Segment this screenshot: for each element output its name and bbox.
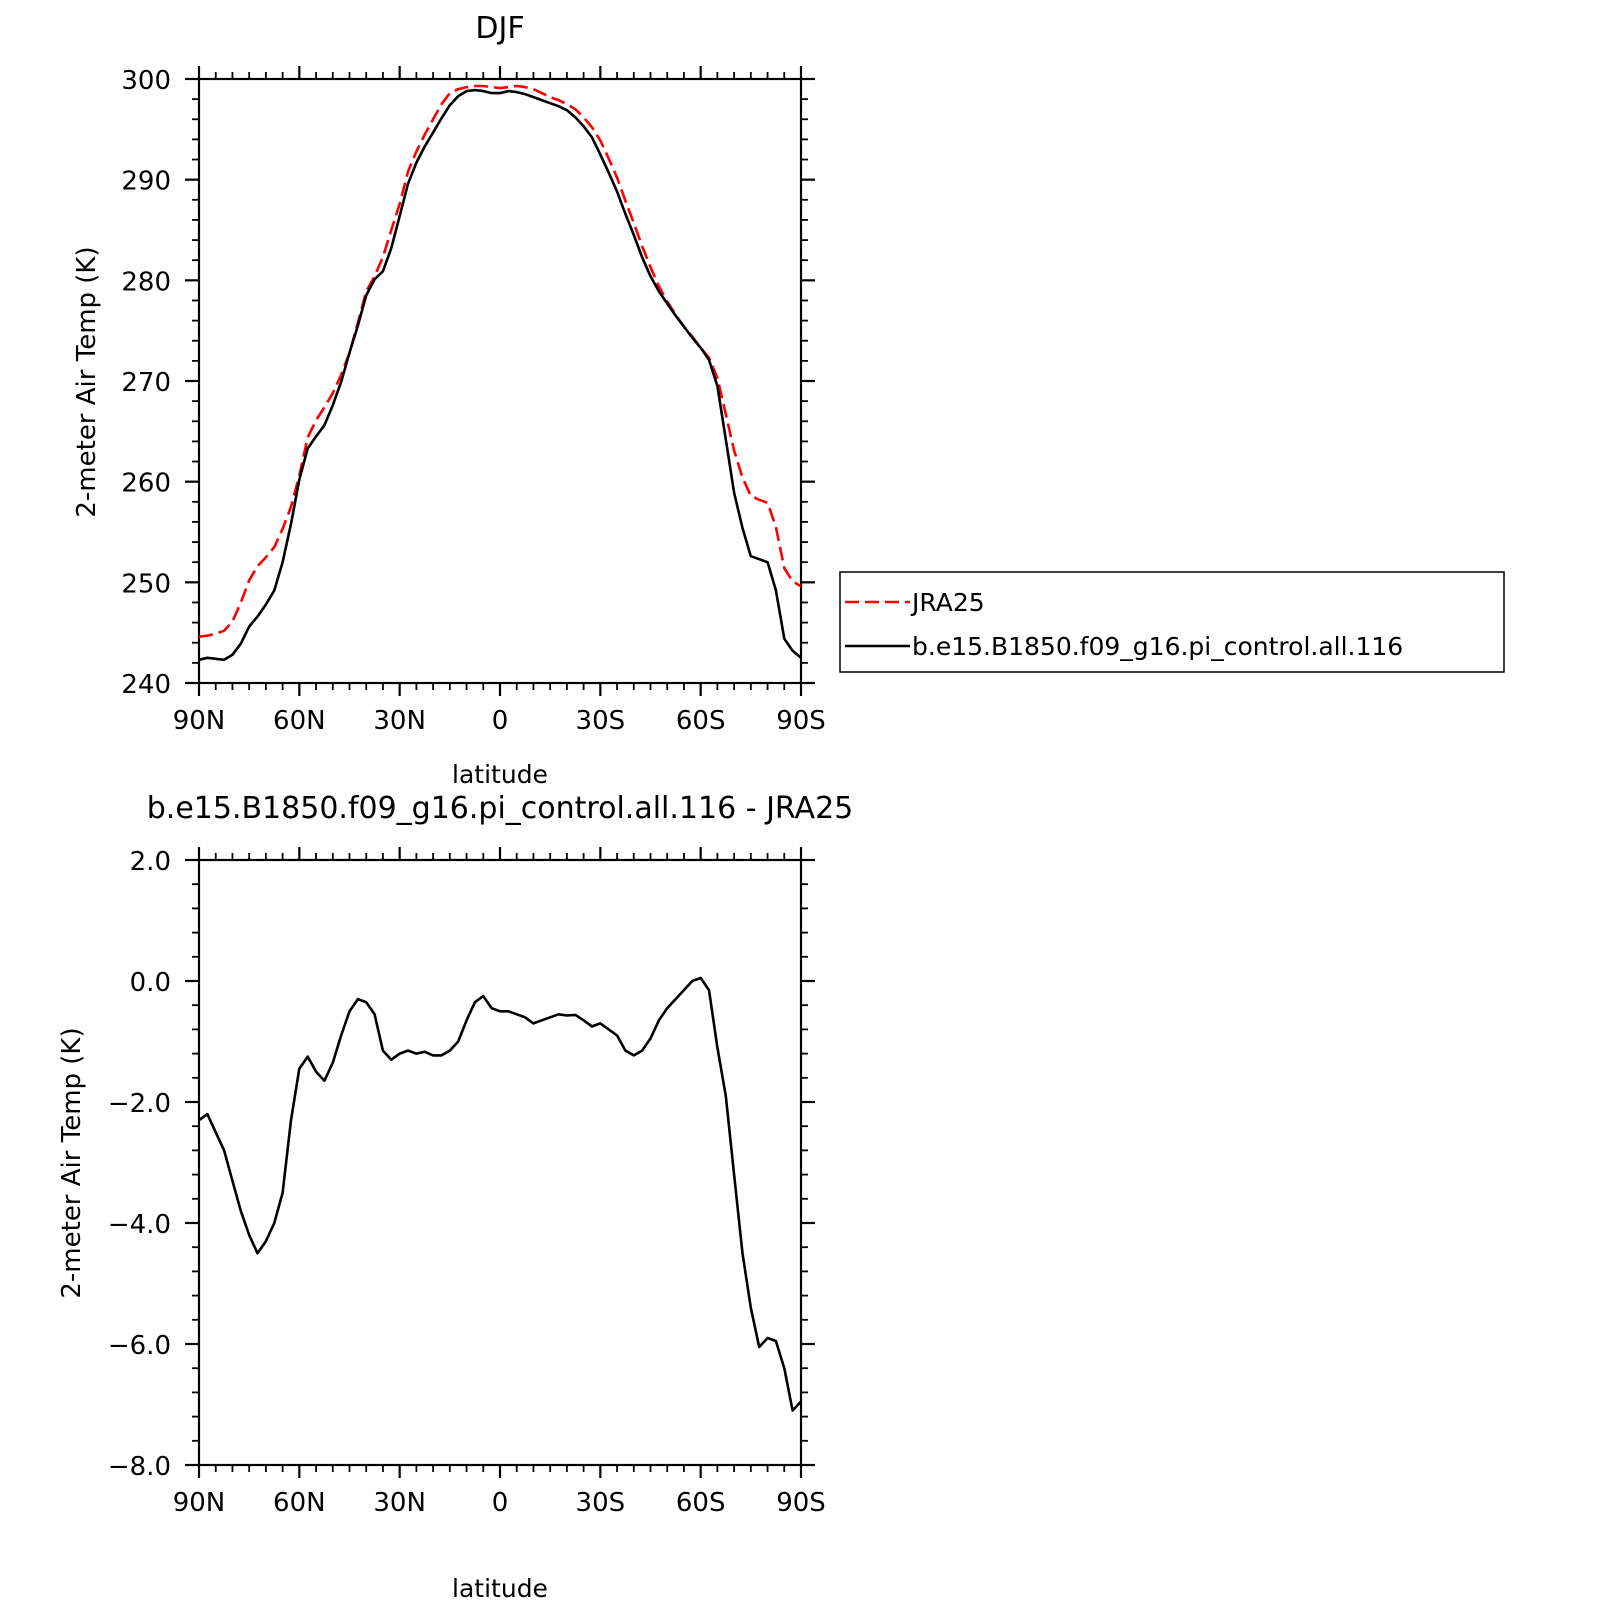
legend: JRA25 b.e15.B1850.f09_g16.pi_control.all… [839,571,1505,673]
x-tick-label: 0 [492,1488,509,1518]
x-tick-label: 90S [776,1488,826,1518]
plot-area: 90N 60N 30N 0 30S 60S 90S 2.0 0.0 −2.0 −4.0 −6.0 −8.… [108,847,826,1518]
y-tick-label: 2.0 [130,847,171,877]
plot-area: 90N 60N 30N 0 30S 60S 90S 300 290 280 270 260 250 240 [121,66,826,736]
y-tick-label: 290 [121,167,171,197]
x-tick-label: 90S [776,706,826,736]
y-tick-label: 250 [121,569,171,599]
x-tick-label: 60S [676,706,726,736]
legend-label-model: b.e15.B1850.f09_g16.pi_control.all.116 [912,632,1403,661]
legend-label-jra25: JRA25 [910,588,985,617]
plot-frame [197,77,803,685]
x-tick-label: 0 [492,706,509,736]
x-tick-label: 30N [373,706,426,736]
y-tick-label: 0.0 [130,968,171,998]
y-tick-label: −8.0 [108,1452,171,1482]
x-tick-label: 30S [576,1488,626,1518]
temperature-panel: DJF 90N 60N 30N 0 30S 60S 90S 300 290 280 270 260 25… [72,11,826,789]
x-tick-label: 30S [576,706,626,736]
x-axis-label: latitude [452,1574,548,1603]
x-tick-label: 30N [373,1488,426,1518]
y-tick-label: 270 [121,368,171,398]
plot-frame [197,858,803,1467]
y-axis-label: 2-meter Air Temp (K) [72,246,102,517]
y-tick-label: 240 [121,670,171,700]
x-axis-label: latitude [452,760,548,789]
y-tick-label: 280 [121,267,171,297]
y-tick-label: 300 [121,66,171,96]
difference-panel: b.e15.B1850.f09_g16.pi_control.all.116 -… [57,791,853,1603]
x-tick-label: 60N [273,1488,326,1518]
chart-title: b.e15.B1850.f09_g16.pi_control.all.116 -… [147,791,854,826]
y-tick-label: 260 [121,469,171,499]
y-axis-label: 2-meter Air Temp (K) [57,1027,87,1298]
x-tick-label: 90N [173,706,226,736]
y-tick-label: −6.0 [108,1331,171,1361]
x-tick-label: 60S [676,1488,726,1518]
legend-box [839,571,1505,673]
chart-title: DJF [475,11,524,46]
x-tick-label: 90N [173,1488,226,1518]
difference-line [198,976,802,1412]
x-tick-label: 60N [273,706,326,736]
y-tick-label: −4.0 [108,1210,171,1240]
b-e15-b1850-f09-g16-pi-control-all-116-line [198,88,802,662]
y-tick-label: −2.0 [108,1089,171,1119]
